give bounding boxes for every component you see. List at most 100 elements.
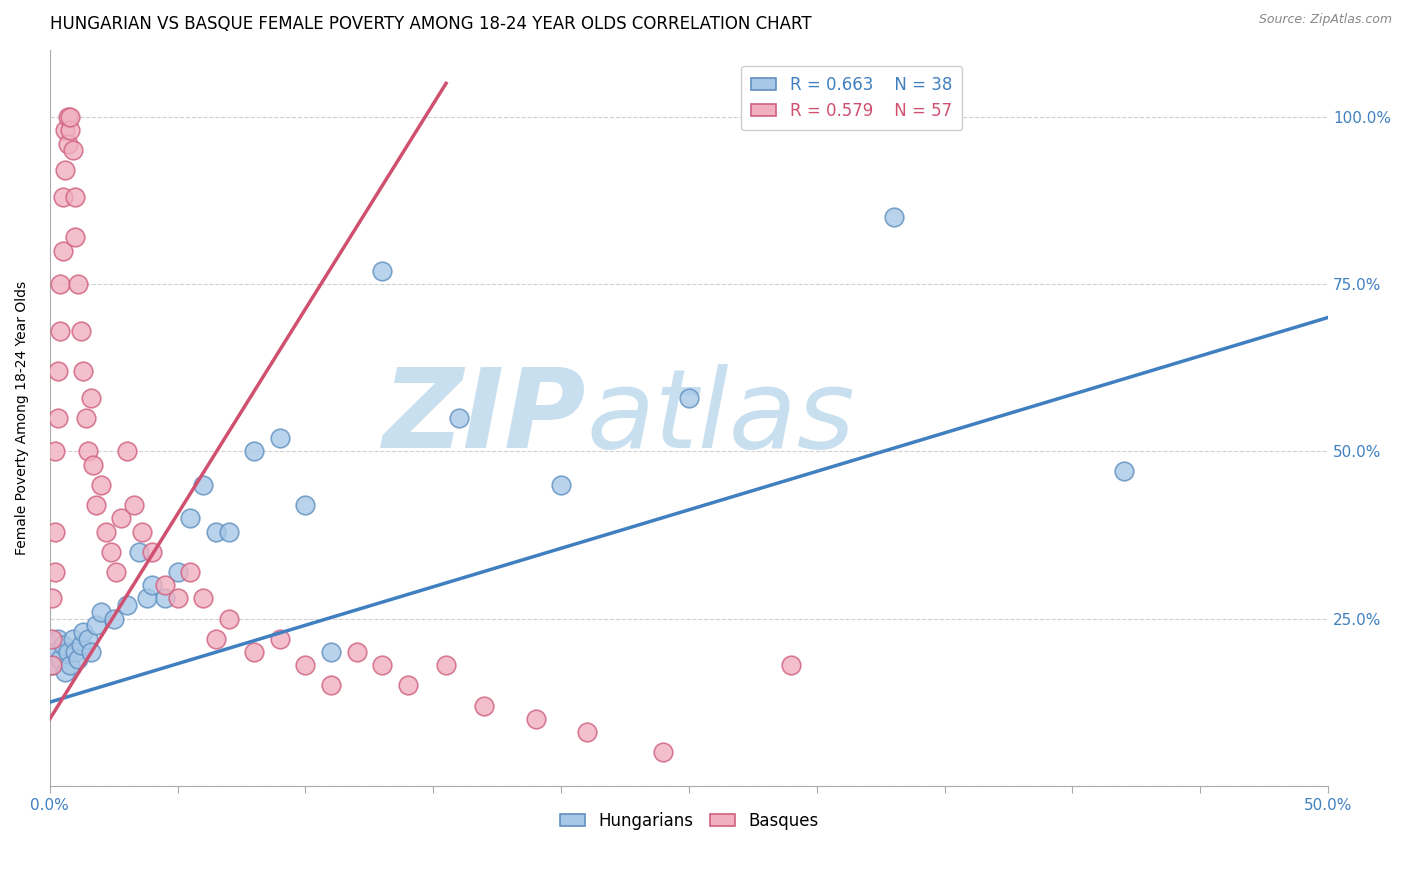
Text: ZIP: ZIP	[384, 364, 586, 471]
Point	[72, 364, 94, 378]
Point	[243, 645, 266, 659]
Point	[179, 511, 201, 525]
Point	[52, 244, 75, 258]
Point	[153, 578, 176, 592]
Point	[84, 618, 107, 632]
Point	[52, 190, 75, 204]
Point	[524, 712, 547, 726]
Point	[59, 123, 82, 137]
Point	[80, 645, 103, 659]
Point	[269, 431, 291, 445]
Point	[110, 511, 132, 525]
Y-axis label: Female Poverty Among 18-24 Year Olds: Female Poverty Among 18-24 Year Olds	[15, 281, 30, 555]
Point	[883, 210, 905, 224]
Point	[49, 651, 72, 665]
Point	[166, 565, 188, 579]
Point	[94, 524, 117, 539]
Point	[82, 458, 104, 472]
Point	[371, 263, 394, 277]
Point	[575, 725, 598, 739]
Point	[44, 645, 66, 659]
Point	[652, 745, 675, 759]
Point	[319, 645, 342, 659]
Point	[90, 477, 112, 491]
Point	[49, 277, 72, 291]
Point	[205, 632, 228, 646]
Point	[122, 498, 145, 512]
Point	[77, 632, 100, 646]
Point	[115, 444, 138, 458]
Point	[218, 524, 240, 539]
Point	[193, 477, 215, 491]
Point	[69, 324, 91, 338]
Point	[56, 110, 79, 124]
Point	[136, 591, 159, 606]
Point	[59, 658, 82, 673]
Point	[53, 163, 76, 178]
Point	[46, 364, 69, 378]
Point	[41, 658, 63, 673]
Point	[434, 658, 457, 673]
Point	[193, 591, 215, 606]
Point	[65, 645, 87, 659]
Point	[62, 632, 84, 646]
Point	[75, 410, 97, 425]
Point	[44, 565, 66, 579]
Text: HUNGARIAN VS BASQUE FEMALE POVERTY AMONG 18-24 YEAR OLDS CORRELATION CHART: HUNGARIAN VS BASQUE FEMALE POVERTY AMONG…	[49, 15, 811, 33]
Point	[80, 391, 103, 405]
Point	[319, 678, 342, 692]
Point	[56, 136, 79, 151]
Point	[550, 477, 572, 491]
Point	[294, 498, 316, 512]
Point	[41, 658, 63, 673]
Point	[65, 230, 87, 244]
Point	[66, 277, 89, 291]
Point	[205, 524, 228, 539]
Point	[84, 498, 107, 512]
Point	[166, 591, 188, 606]
Point	[44, 444, 66, 458]
Point	[90, 605, 112, 619]
Point	[62, 143, 84, 157]
Point	[269, 632, 291, 646]
Point	[46, 410, 69, 425]
Point	[46, 632, 69, 646]
Point	[77, 444, 100, 458]
Point	[141, 544, 163, 558]
Point	[103, 611, 125, 625]
Point	[41, 632, 63, 646]
Text: Source: ZipAtlas.com: Source: ZipAtlas.com	[1258, 13, 1392, 27]
Point	[371, 658, 394, 673]
Point	[153, 591, 176, 606]
Point	[53, 123, 76, 137]
Point	[72, 624, 94, 639]
Point	[780, 658, 803, 673]
Point	[53, 665, 76, 679]
Legend: Hungarians, Basques: Hungarians, Basques	[553, 805, 825, 837]
Point	[100, 544, 122, 558]
Point	[41, 591, 63, 606]
Point	[131, 524, 153, 539]
Point	[346, 645, 368, 659]
Point	[52, 638, 75, 652]
Point	[115, 598, 138, 612]
Point	[179, 565, 201, 579]
Point	[396, 678, 419, 692]
Point	[294, 658, 316, 673]
Point	[65, 190, 87, 204]
Point	[49, 324, 72, 338]
Point	[218, 611, 240, 625]
Point	[243, 444, 266, 458]
Point	[66, 651, 89, 665]
Point	[678, 391, 700, 405]
Text: atlas: atlas	[586, 364, 855, 471]
Point	[59, 110, 82, 124]
Point	[141, 578, 163, 592]
Point	[447, 410, 470, 425]
Point	[69, 638, 91, 652]
Point	[44, 524, 66, 539]
Point	[128, 544, 150, 558]
Point	[105, 565, 128, 579]
Point	[56, 645, 79, 659]
Point	[474, 698, 496, 713]
